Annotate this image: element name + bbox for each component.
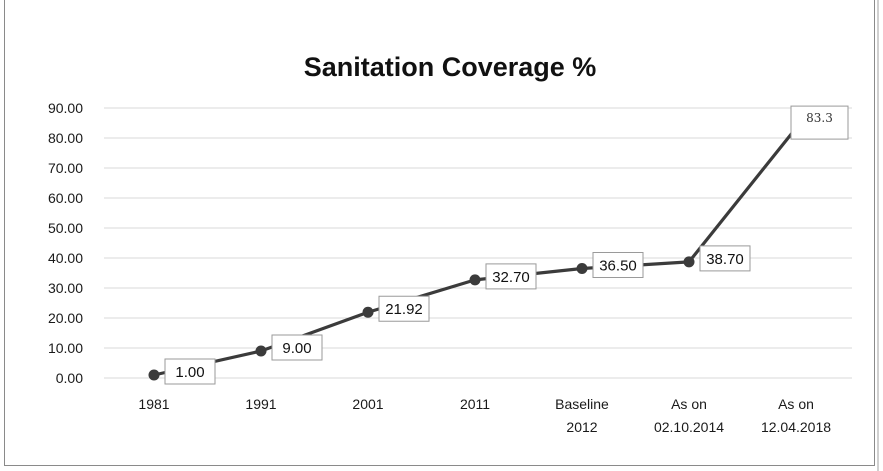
data-label-text: 38.70 [706,251,744,268]
y-tick-label: 60.00 [48,190,83,206]
data-label-box [790,105,849,140]
y-axis-ticks: 0.00 10.00 20.00 30.00 40.00 50.00 60.00 70.00 8… [48,100,83,386]
page-edge [877,0,879,471]
y-tick-label: 20.00 [48,310,83,326]
data-point [362,306,374,318]
data-label-text: 1.00 [175,364,204,381]
data-labels: 1.00 9.00 21.92 32.70 36.50 38.70 83.3 [164,105,849,385]
x-tick-label: 1981 [138,396,169,412]
chart-frame [4,0,875,466]
chart-title: Sanitation Coverage % [304,52,597,82]
x-tick-label: 1991 [245,396,276,412]
y-tick-label: 70.00 [48,160,83,176]
y-tick-label: 0.00 [56,370,83,386]
gridlines [104,107,852,379]
y-tick-label: 30.00 [48,280,83,296]
data-label-box [699,245,751,272]
y-tick-label: 40.00 [48,250,83,266]
data-label: 36.50 [592,252,644,278]
data-point [255,345,267,357]
data-label: 32.70 [485,263,537,290]
y-tick-label: 50.00 [48,220,83,236]
data-label-text: 32.70 [492,269,530,286]
data-label-box [271,334,323,361]
data-label-box [485,263,537,290]
data-point [469,274,481,286]
data-label-box [164,358,216,385]
data-label-text: 36.50 [599,258,637,275]
data-point [683,256,695,268]
data-label: 38.70 [699,245,751,272]
x-tick-label: As on 02.10.2014 [654,396,724,435]
y-tick-label: 10.00 [48,340,83,356]
data-label: 21.92 [378,295,430,322]
x-tick-label: As on 12.04.2018 [761,396,831,435]
data-label: 83.3 [790,105,849,140]
data-point [576,263,588,274]
y-tick-label: 90.00 [48,100,83,116]
data-point [148,369,160,381]
data-label-box [592,252,644,278]
data-label-text: 21.92 [385,301,423,318]
y-tick-label: 80.00 [48,130,83,146]
data-label-box [378,295,430,322]
x-tick-label: 2001 [352,396,383,412]
data-label-text: 9.00 [282,340,311,357]
data-label: 1.00 [164,358,216,385]
x-tick-label: 2011 [460,396,490,412]
data-label: 9.00 [271,334,323,361]
data-label-text: 83.3 [806,111,833,125]
x-axis-ticks: 1981 1991 2001 2011 Baseline 2012 As on 02.10.2… [138,396,831,435]
x-tick-label: Baseline 2012 [555,396,609,435]
